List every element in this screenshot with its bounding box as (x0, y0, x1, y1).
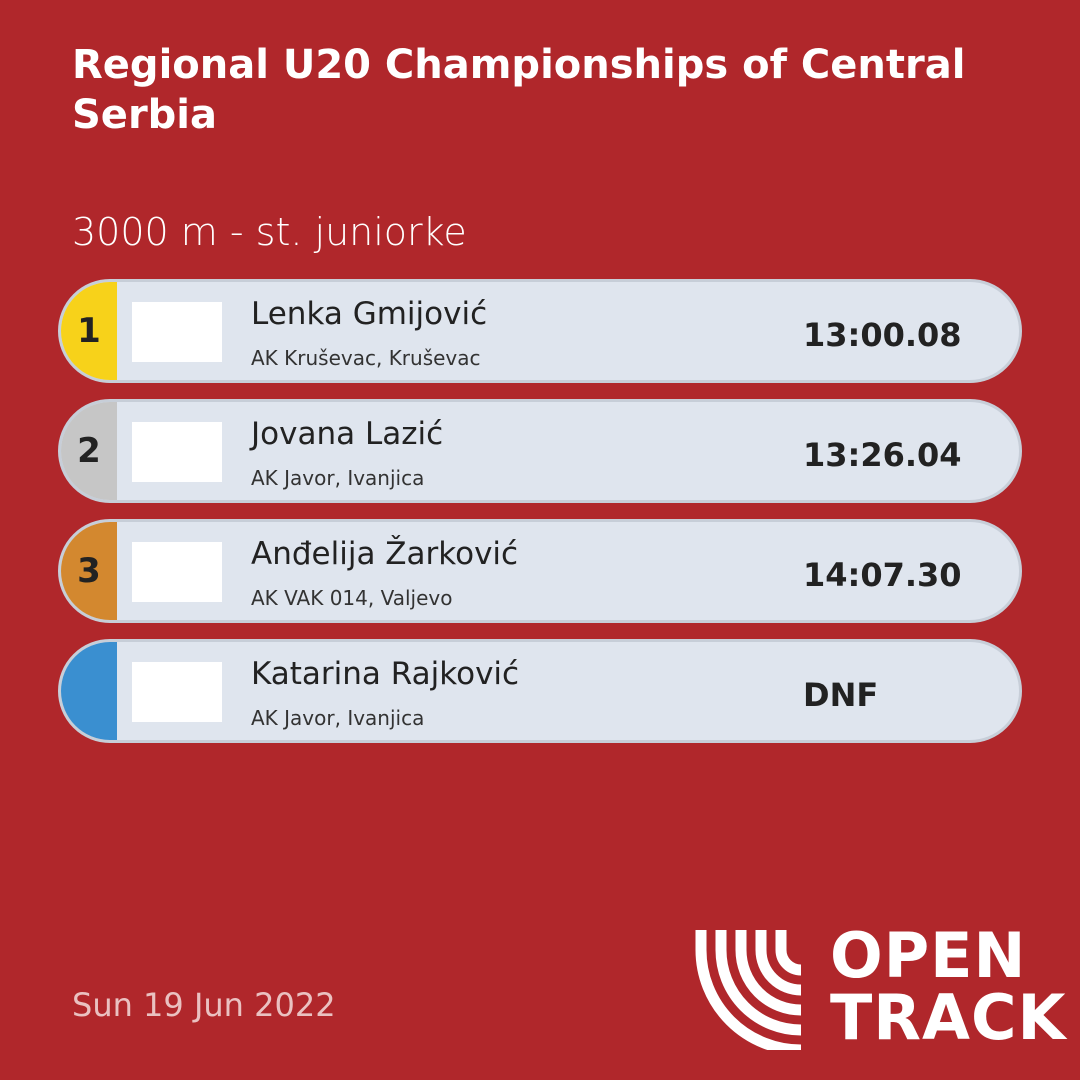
result-mark: DNF (803, 676, 879, 714)
club-name: AK Javor, Ivanjica (251, 466, 425, 490)
brand-text: TRACK (830, 981, 1067, 1054)
rank: 2 (61, 402, 117, 500)
result-mark: 14:07.30 (803, 556, 962, 594)
athlete-name: Anđelija Žarković (251, 536, 519, 572)
result-mark: 13:26.04 (803, 436, 962, 474)
club-logo (132, 302, 222, 362)
athlete-name: Katarina Rajković (251, 656, 520, 692)
rank: 1 (61, 282, 117, 380)
event: 3000 m - st. juniorke (72, 210, 467, 254)
result-row: Katarina Rajković AK Javor, Ivanjica DNF (58, 639, 1022, 743)
result-mark: 13:00.08 (803, 316, 962, 354)
brand-mark (695, 930, 802, 1050)
date: Sun 19 Jun 2022 (72, 986, 336, 1024)
athlete-name: Lenka Gmijović (251, 296, 488, 332)
club-name: AK Javor, Ivanjica (251, 706, 425, 730)
rank (61, 642, 117, 740)
result-row: 2 Jovana Lazić AK Javor, Ivanjica 13:26.04 (58, 399, 1022, 503)
club-name: AK Kruševac, Kruševac (251, 346, 481, 370)
athlete-name: Jovana Lazić (251, 416, 444, 452)
title: Regional U20 Championships of Central Se… (72, 42, 966, 138)
club-logo (132, 542, 222, 602)
result-row: 1 Lenka Gmijović AK Kruševac, Kruševac 13:0… (58, 279, 1022, 383)
brand-text: OPEN (830, 919, 1027, 992)
club-logo (132, 422, 222, 482)
club-name: AK VAK 014, Valjevo (251, 586, 453, 610)
brand-logo: OPEN TRACK (695, 919, 1066, 1055)
club-logo (132, 662, 222, 722)
rank: 3 (61, 522, 117, 620)
result-row: 3 Anđelija Žarković AK VAK 014, Valjevo 14:… (58, 519, 1022, 623)
